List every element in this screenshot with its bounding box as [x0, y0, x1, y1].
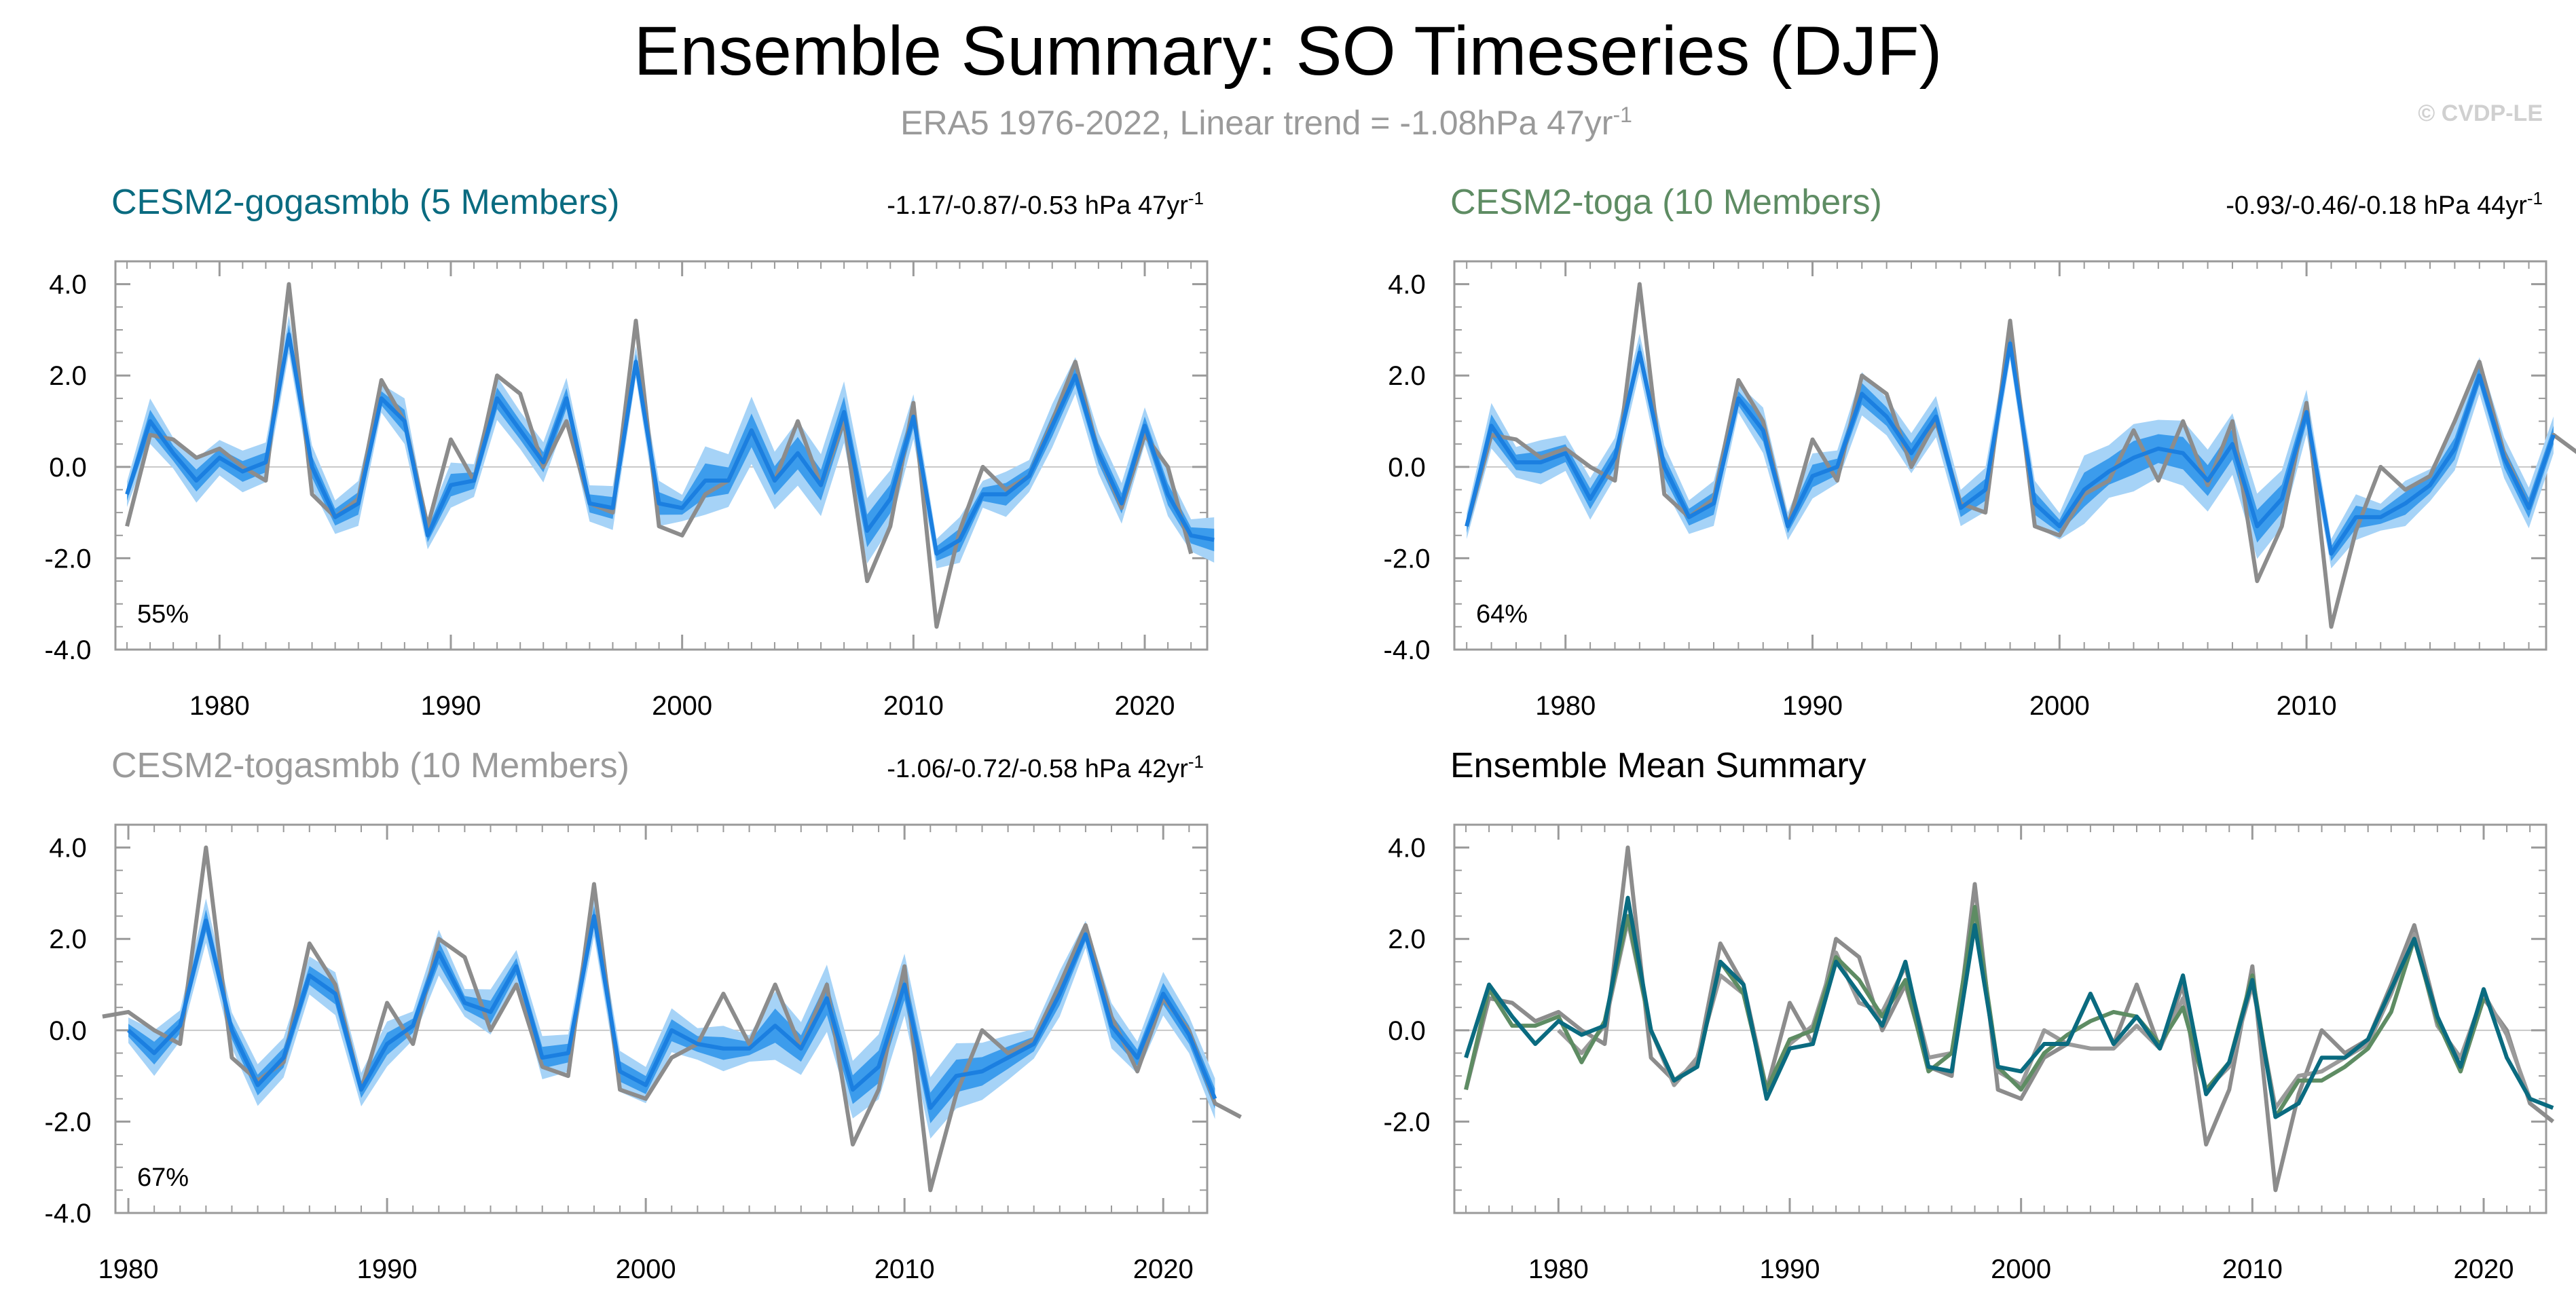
ensemble-iqr-band	[127, 324, 1215, 561]
x-tick-label: 2000	[2029, 691, 2090, 721]
y-tick-label: 0.0	[1388, 1016, 1426, 1046]
y-tick-label: 4.0	[1388, 270, 1426, 300]
y-tick-label: 4.0	[1388, 834, 1426, 863]
y-tick-label: -4.0	[45, 635, 92, 665]
plot-frame	[114, 260, 1209, 651]
x-tick-label: 2000	[616, 1254, 676, 1284]
y-tick-label: 2.0	[1388, 361, 1426, 391]
y-tick-label: 0.0	[1388, 453, 1426, 483]
y-tick-label: -2.0	[1384, 544, 1431, 574]
x-tick-label: 2010	[2222, 1254, 2283, 1284]
series-line-cesm2-gogasmbb	[1464, 895, 2554, 1119]
ensemble-mean-line	[127, 914, 1217, 1110]
x-tick-label: 2010	[875, 1254, 935, 1284]
panel-title: CESM2-toga (10 Members)	[1450, 183, 1882, 222]
series-line-cesm2-toga	[1464, 905, 2486, 1119]
observed-line	[102, 845, 1242, 1193]
x-tick-label: 2000	[652, 691, 712, 721]
observed-line	[1465, 282, 2576, 629]
x-tick-label: 1990	[420, 691, 481, 721]
copyright-label: © CVDP-LE	[2418, 100, 2543, 126]
panel-title: CESM2-togasmbb (10 Members)	[111, 746, 629, 785]
ensemble-range-band	[127, 315, 1215, 569]
ensemble-iqr-band	[1467, 335, 2554, 561]
y-tick-label: 2.0	[49, 924, 87, 954]
panel-1: 4.0 2.0 0.0 -2.0 -4.0 1980 1990 2000 2010 2020 CES…	[45, 183, 1215, 721]
y-tick-label: 2.0	[1388, 924, 1426, 954]
x-tick-label: 2000	[1991, 1254, 2051, 1284]
x-tick-label: 1980	[189, 691, 250, 721]
trend-label: -1.06/-0.72/-0.58 hPa 42yr-1	[887, 751, 1204, 783]
y-tick-label: -2.0	[45, 544, 92, 574]
ensemble-mean-line	[125, 332, 1215, 556]
trend-label: -1.17/-0.87/-0.53 hPa 47yr-1	[887, 188, 1204, 220]
y-tick-label: 2.0	[49, 361, 87, 391]
panel-title: Ensemble Mean Summary	[1450, 746, 1866, 785]
x-tick-label: 1990	[357, 1254, 418, 1284]
x-tick-label: 1990	[1759, 1254, 1820, 1284]
x-tick-label: 2010	[883, 691, 944, 721]
y-tick-label: 0.0	[49, 453, 87, 483]
figure-title: Ensemble Summary: SO Timeseries (DJF)	[633, 12, 1942, 90]
y-tick-label: 4.0	[49, 270, 87, 300]
ensemble-mean-line	[1465, 341, 2556, 556]
y-tick-label: -2.0	[1384, 1107, 1431, 1137]
panel-2: 4.0 2.0 0.0 -2.0 -4.0 1980 1990 2000 2010 CESM2-t…	[1384, 183, 2576, 721]
figure-subtitle: ERA5 1976-2022, Linear trend = -1.08hPa …	[900, 102, 1632, 142]
panel-title: CESM2-gogasmbb (5 Members)	[111, 183, 619, 222]
series-line-cesm2-togasmbb	[1557, 914, 2532, 1110]
x-tick-label: 2020	[2454, 1254, 2514, 1284]
x-tick-label: 2020	[1115, 691, 1175, 721]
x-tick-label: 2020	[1133, 1254, 1194, 1284]
trend-label: -0.93/-0.46/-0.18 hPa 44yr-1	[2226, 188, 2543, 220]
x-tick-label: 1980	[98, 1254, 159, 1284]
panel-4: 4.0 2.0 0.0 -2.0 1980 1990 2000 2010 2020 Ensembl…	[1384, 746, 2555, 1284]
y-tick-label: -4.0	[1384, 635, 1431, 665]
x-tick-label: 1980	[1535, 691, 1596, 721]
x-tick-label: 1990	[1782, 691, 1843, 721]
x-tick-label: 2010	[2277, 691, 2337, 721]
percent-label: 67%	[137, 1163, 189, 1192]
plot-frame	[1453, 823, 2547, 1214]
y-tick-label: 4.0	[49, 834, 87, 863]
percent-label: 55%	[137, 600, 189, 629]
plot-frame	[114, 823, 1209, 1214]
y-tick-label: -4.0	[45, 1199, 92, 1229]
y-tick-label: -2.0	[45, 1107, 92, 1137]
x-tick-label: 1980	[1528, 1254, 1589, 1284]
percent-label: 64%	[1476, 600, 1528, 629]
y-tick-label: 0.0	[49, 1016, 87, 1046]
